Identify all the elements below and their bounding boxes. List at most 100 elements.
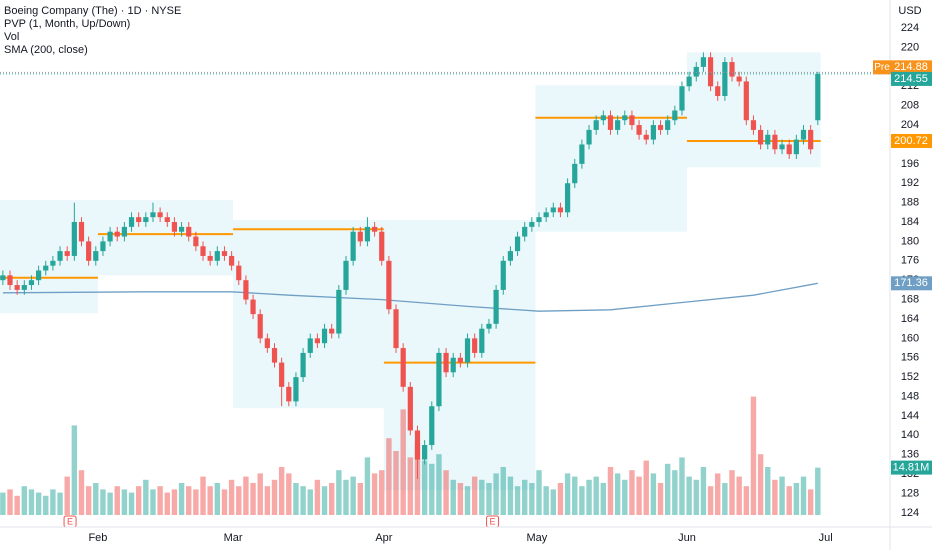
premarket-tag-bg xyxy=(891,60,932,75)
volume-bar xyxy=(264,486,271,515)
volume-tag-bg xyxy=(891,460,932,475)
candle-body xyxy=(186,226,192,237)
candle-body xyxy=(736,76,742,82)
candle-body xyxy=(672,110,678,121)
volume-bar xyxy=(564,473,571,515)
volume-bar xyxy=(743,486,750,515)
candle-body xyxy=(543,212,549,218)
candle-body xyxy=(221,251,228,256)
volume-bar xyxy=(722,483,728,515)
volume-bar xyxy=(293,483,299,515)
candle-body xyxy=(436,352,442,407)
volume-bar xyxy=(364,457,371,515)
volume-bar xyxy=(793,483,800,515)
candle-body xyxy=(679,86,685,111)
volume-bar xyxy=(307,489,313,515)
volume-bar xyxy=(750,396,757,515)
candle-body xyxy=(379,231,385,261)
candle-body xyxy=(350,231,356,261)
volume-bar xyxy=(572,476,578,515)
volume-bar xyxy=(800,476,807,515)
x-tick-label: Apr xyxy=(375,532,392,544)
candle-body xyxy=(622,115,628,121)
volume-bar xyxy=(550,489,557,515)
candle-body xyxy=(57,251,63,261)
volume-bar xyxy=(636,476,642,515)
x-tick-label: May xyxy=(526,532,547,544)
candle-body xyxy=(779,144,785,150)
volume-bar xyxy=(278,467,285,515)
candle-body xyxy=(343,260,349,290)
volume-bar xyxy=(707,486,714,515)
volume-bar xyxy=(314,479,321,515)
candle-body xyxy=(793,139,799,155)
volume-bar xyxy=(493,473,499,515)
symbol-title: Boeing Company (The) · 1D · NYSE xyxy=(4,5,181,17)
candle-body xyxy=(321,328,328,344)
y-tick-label: 184 xyxy=(901,216,919,228)
candle-body xyxy=(815,73,821,121)
candle-body xyxy=(422,445,428,460)
y-tick-label: 176 xyxy=(901,255,919,267)
y-tick-label: 140 xyxy=(901,429,919,441)
candle-body xyxy=(229,255,235,266)
volume-bar xyxy=(393,451,399,515)
candle-body xyxy=(393,309,399,349)
volume-tag: 14.81M xyxy=(893,462,930,474)
volume-bar xyxy=(336,470,342,515)
volume-bar xyxy=(271,479,278,515)
profile-box xyxy=(233,220,384,409)
volume-bar xyxy=(507,476,514,515)
candle-body xyxy=(493,289,499,324)
candle-body xyxy=(314,338,320,344)
volume-bar xyxy=(650,473,657,515)
volume-bar xyxy=(178,483,185,515)
volume-bar xyxy=(486,483,492,515)
candle-body xyxy=(657,125,664,130)
candle-body xyxy=(514,236,521,252)
volume-bar xyxy=(629,470,635,515)
y-tick-label: 124 xyxy=(901,507,919,519)
candle-body xyxy=(386,260,392,310)
premarket-tag: 214.88 xyxy=(894,61,928,73)
volume-bar xyxy=(700,467,707,515)
volume-bar xyxy=(214,483,221,515)
candle-body xyxy=(600,115,606,121)
volume-bar xyxy=(693,479,699,515)
candle-body xyxy=(0,275,6,281)
profile-box xyxy=(0,200,98,314)
price-tags: 214.88 Pre 214.55 200.72 171.36 14.81M xyxy=(873,60,932,475)
volume-bar xyxy=(436,454,442,515)
volume-bar xyxy=(171,489,178,515)
volume-bar xyxy=(772,479,778,515)
volume-bar xyxy=(186,486,192,515)
candle-body xyxy=(479,328,485,353)
x-tick-label: Feb xyxy=(88,532,107,544)
volume-bar xyxy=(514,486,521,515)
volume-bar xyxy=(357,483,363,515)
candle-body xyxy=(729,62,735,77)
volume-bar xyxy=(672,470,678,515)
y-tick-label: 192 xyxy=(901,177,919,189)
volume-bar xyxy=(85,486,92,515)
candle-body xyxy=(715,86,721,96)
volume-bar xyxy=(407,457,414,515)
volume-bar xyxy=(193,489,199,515)
volume-bar xyxy=(78,470,85,515)
candle-body xyxy=(143,217,149,223)
candle-body xyxy=(121,226,127,237)
candle-body xyxy=(50,260,56,266)
candle-body xyxy=(78,222,85,242)
volume-bar xyxy=(607,467,614,515)
x-tick-label: Mar xyxy=(224,532,243,544)
volume-bar xyxy=(343,479,349,515)
candle-body xyxy=(550,207,556,213)
earnings-label: E xyxy=(67,516,73,526)
y-tick-label: 208 xyxy=(901,100,919,112)
candle-body xyxy=(43,265,49,271)
candle-body xyxy=(364,226,371,242)
candle-body xyxy=(586,129,592,145)
volume-bar xyxy=(657,483,664,515)
profile-box xyxy=(686,52,821,168)
